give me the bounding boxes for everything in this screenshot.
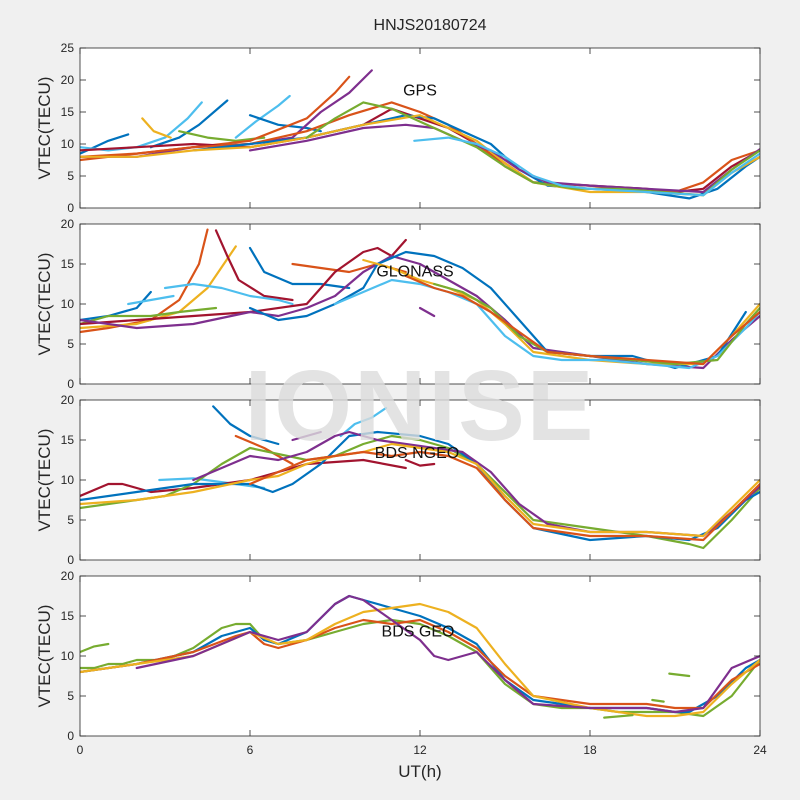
y-tick-label: 25 (61, 41, 75, 55)
series-line-7 (248, 246, 351, 290)
series-line-3 (339, 406, 388, 438)
watermark: IONISE (245, 350, 596, 462)
series-line-5 (80, 458, 407, 498)
series-line-9 (80, 442, 760, 538)
y-tick-label: 10 (61, 473, 75, 487)
y-tick-label: 5 (67, 689, 74, 703)
series-line-2 (80, 228, 209, 334)
x-tick-label: 12 (413, 743, 427, 757)
series-line-11 (404, 458, 436, 467)
panel-2: 0 5 10 15 20 VTEC(TECU) BDS NGEO (35, 393, 761, 567)
series-line-4 (158, 477, 266, 490)
y-tick-label: 10 (61, 137, 75, 151)
series-line-1 (127, 294, 175, 306)
series-line-15 (404, 274, 760, 366)
series-group (80, 405, 760, 550)
x-tick-label: 0 (77, 743, 84, 757)
y-axis-label: VTEC(TECU) (35, 605, 54, 708)
y-tick-label: 5 (67, 169, 74, 183)
y-tick-label: 10 (61, 297, 75, 311)
panel-label: GPS (403, 83, 437, 100)
y-axis-label: VTEC(TECU) (35, 429, 54, 532)
x-tick-label: 6 (247, 743, 254, 757)
y-tick-label: 0 (67, 377, 74, 391)
panel-label: BDS GEO (382, 623, 455, 640)
panel-0: 0 5 10 15 20 25 VTEC(TECU) GPS (35, 41, 761, 215)
y-axis-label: VTEC(TECU) (35, 253, 54, 356)
series-line-16 (418, 306, 436, 318)
y-tick-label: 20 (61, 393, 75, 407)
series-line-10 (248, 450, 760, 542)
panel-label: BDS NGEO (375, 445, 459, 462)
y-tick-label: 20 (61, 217, 75, 231)
series-line-5 (214, 229, 294, 302)
plot-area (80, 48, 760, 208)
chart-title: HNJS20180724 (374, 17, 487, 34)
plot-area (80, 224, 760, 384)
series-line-4 (178, 130, 266, 142)
x-tick-label: 24 (753, 743, 767, 757)
series-line-7 (668, 672, 691, 678)
series-line-15 (413, 136, 760, 197)
series-line-5 (234, 94, 291, 139)
y-tick-label: 5 (67, 513, 74, 527)
series-line-0 (80, 290, 152, 322)
y-tick-label: 5 (67, 337, 74, 351)
y-tick-label: 10 (61, 649, 75, 663)
panels: 0 5 10 15 20 25 VTEC(TECU) GPS 0 5 10 15 20 VTEC(TECU… (35, 41, 767, 757)
series-group (80, 228, 760, 370)
y-tick-label: 0 (67, 729, 74, 743)
y-tick-label: 0 (67, 201, 74, 215)
series-group (80, 594, 760, 719)
y-tick-label: 0 (67, 553, 74, 567)
series-group (80, 69, 760, 200)
series-line-6 (163, 282, 294, 306)
series-line-6 (651, 698, 665, 703)
y-axis-label: VTEC(TECU) (35, 77, 54, 180)
series-line-9 (80, 238, 407, 326)
series-line-5 (80, 642, 110, 654)
y-tick-label: 15 (61, 609, 75, 623)
series-line-2 (149, 99, 229, 149)
series-line-3 (141, 117, 172, 139)
y-tick-label: 20 (61, 73, 75, 87)
y-tick-label: 15 (61, 105, 75, 119)
series-line-2 (291, 430, 322, 442)
y-tick-label: 20 (61, 569, 75, 583)
y-tick-label: 15 (61, 257, 75, 271)
panel-label: GLONASS (376, 263, 453, 280)
series-line-6 (80, 434, 760, 550)
series-line-13 (248, 123, 760, 194)
x-axis-label: UT(h) (398, 762, 441, 781)
panel-3: 0 5 10 15 20 0 6 12 18 24 VTEC(TECU) BDS GEO (35, 569, 767, 757)
panel-1: 0 5 10 15 20 VTEC(TECU) GLONASS (35, 217, 761, 391)
series-line-8 (603, 714, 634, 719)
x-tick-label: 18 (583, 743, 597, 757)
series-line-4 (135, 594, 760, 714)
series-line-0 (212, 405, 280, 446)
y-tick-label: 15 (61, 433, 75, 447)
series-line-4 (80, 306, 218, 326)
